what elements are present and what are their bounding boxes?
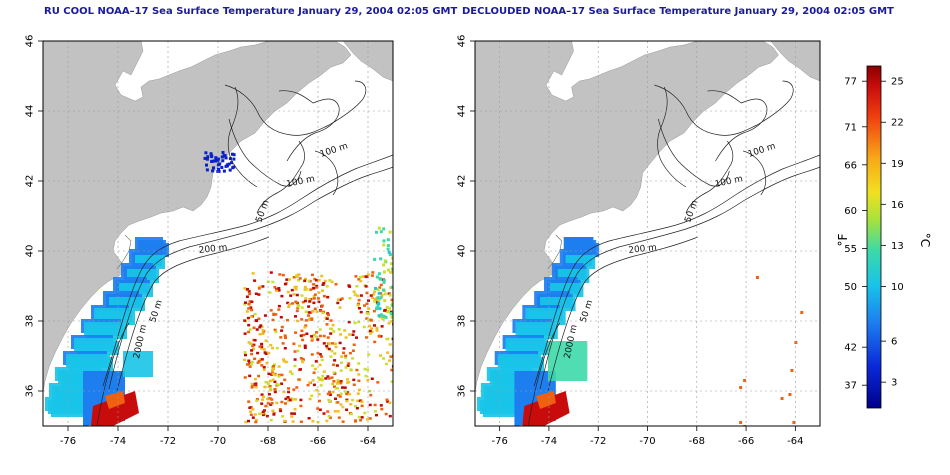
grid-lines — [43, 41, 393, 426]
axis-ticks: -76 -74 -72 -70 -68 -66 -64 36 38 40 42 44 46 — [25, 35, 377, 447]
longitude-tick-label: -64 — [360, 436, 376, 447]
latitude-tick-label: 44 — [25, 105, 36, 118]
longitude-tick-label: -74 — [541, 436, 557, 447]
fahrenheit-tick-label: 60 — [844, 206, 857, 217]
sst-pixels — [476, 237, 804, 426]
colorbar-gradient — [866, 65, 882, 409]
sst-pixels — [45, 151, 393, 426]
left-map-title: RU COOL NOAA–17 Sea Surface Temperature … — [44, 6, 458, 17]
fahrenheit-tick-label: 55 — [844, 244, 857, 255]
fahrenheit-tick-label: 66 — [844, 160, 857, 171]
latitude-tick-label: 38 — [457, 315, 468, 328]
latitude-tick-label: 38 — [25, 315, 36, 328]
longitude-tick-label: -76 — [491, 436, 507, 447]
longitude-tick-label: -70 — [639, 436, 655, 447]
grid-lines — [475, 41, 820, 426]
fahrenheit-tick-label: 77 — [844, 77, 857, 88]
longitude-tick-label: -68 — [260, 436, 276, 447]
celsius-tick-label: 3 — [891, 378, 897, 389]
right-map-title: DECLOUDED NOAA–17 Sea Surface Temperatur… — [462, 6, 894, 17]
latitude-tick-label: 40 — [25, 245, 36, 258]
fahrenheit-tick-label: 71 — [844, 122, 857, 133]
temperature-colorbar: 77 71 66 60 55 50 42 37 25 22 19 16 13 10 6 3 °F °C — [836, 65, 932, 409]
celsius-tick-label: 22 — [891, 118, 904, 129]
longitude-tick-label: -66 — [310, 436, 326, 447]
contour-label: 200 m — [628, 243, 657, 256]
latitude-tick-label: 44 — [457, 105, 468, 118]
longitude-tick-label: -70 — [210, 436, 226, 447]
longitude-tick-label: -74 — [110, 436, 126, 447]
celsius-tick-label: 13 — [891, 241, 904, 252]
celsius-tick-label: 25 — [891, 77, 904, 88]
latitude-tick-label: 46 — [457, 35, 468, 48]
longitude-tick-label: -76 — [60, 436, 76, 447]
latitude-tick-label: 42 — [457, 175, 468, 188]
celsius-tick-label: 10 — [891, 282, 904, 293]
celsius-tick-label: 16 — [891, 200, 904, 211]
celsius-tick-label: 6 — [891, 337, 897, 348]
fahrenheit-label: °F — [836, 233, 850, 246]
longitude-tick-label: -72 — [590, 436, 606, 447]
longitude-tick-label: -68 — [689, 436, 705, 447]
contour-label: 200 m — [198, 243, 228, 256]
fahrenheit-tick-label: 37 — [844, 381, 857, 392]
latitude-tick-label: 42 — [25, 175, 36, 188]
celsius-label: °C — [918, 233, 932, 247]
latitude-tick-label: 36 — [457, 385, 468, 398]
celsius-tick-label: 19 — [891, 159, 904, 170]
fahrenheit-tick-label: 42 — [844, 343, 857, 354]
latitude-tick-label: 36 — [25, 385, 36, 398]
latitude-tick-label: 40 — [457, 245, 468, 258]
axis-ticks: -76 -74 -72 -70 -68 -66 -64 36 38 40 42 44 46 — [457, 35, 804, 447]
longitude-tick-label: -66 — [738, 436, 754, 447]
longitude-tick-label: -64 — [787, 436, 803, 447]
latitude-tick-label: 46 — [25, 35, 36, 48]
longitude-tick-label: -72 — [160, 436, 176, 447]
fahrenheit-tick-label: 50 — [844, 282, 857, 293]
